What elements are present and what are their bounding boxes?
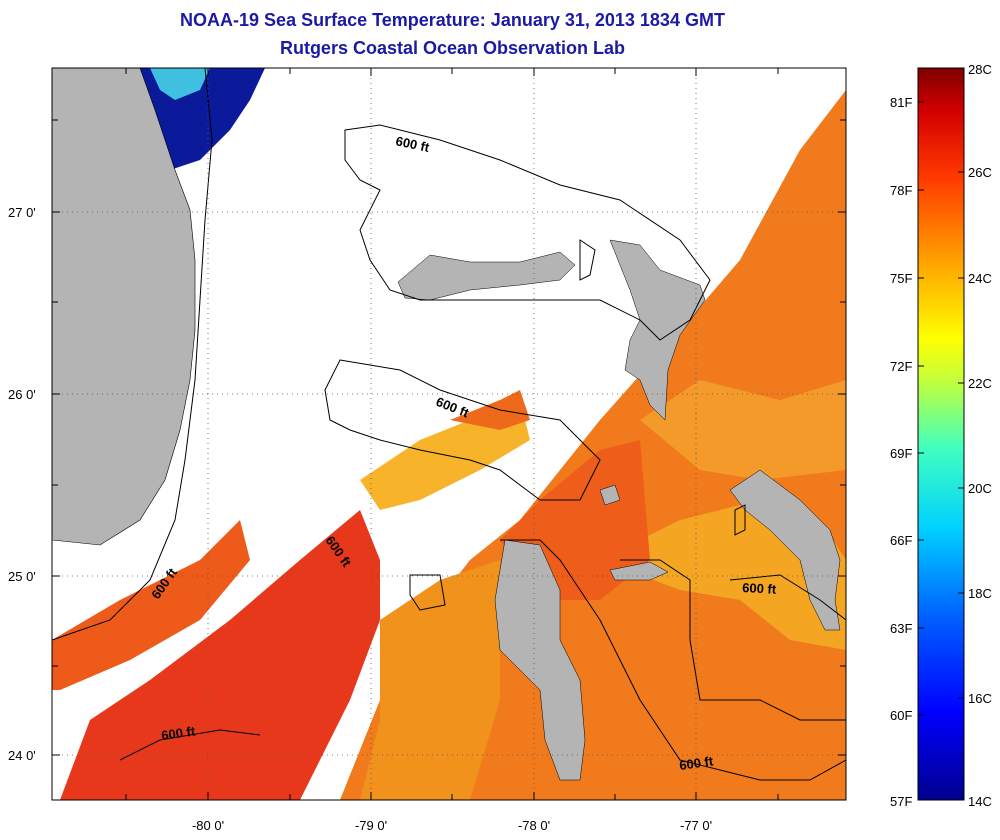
andros-land [494,539,586,781]
colorbar-ticks [918,101,964,716]
cb-c-26: 26C [968,165,992,180]
contour-label-6: 600 ft [160,723,196,743]
cb-c-22: 22C [968,376,992,391]
cb-f-66: 66F [890,533,912,548]
lat-label-25: 25 0' [8,569,36,584]
map-title: NOAA-19 Sea Surface Temperature: January… [180,10,725,30]
cb-c-28: 28C [968,62,992,77]
map-subtitle: Rutgers Coastal Ocean Observation Lab [279,38,626,58]
cb-c-16: 16C [968,691,992,706]
sst-region-east-light [640,380,846,480]
colorbar [917,67,965,801]
lat-label-24: 24 0' [8,748,36,763]
lat-label-26: 26 0' [8,387,36,402]
cb-c-24: 24C [968,271,992,286]
cb-f-81: 81F [890,95,912,110]
cb-f-72: 72F [890,359,912,374]
cb-c-20: 20C [968,481,992,496]
cb-c-14: 14C [968,794,992,809]
sst-region-florida-current [60,510,380,800]
sst-region-patch-2 [450,390,530,430]
abaco-land [609,239,706,421]
sst-region-south-central [360,560,500,800]
cb-f-63: 63F [890,621,912,636]
cb-f-69: 69F [890,446,912,461]
cb-f-75: 75F [890,271,912,286]
berry-islands-land [599,484,621,506]
contour-label-5: 600 ft [742,580,777,597]
graticule [52,68,846,800]
lon-label-80: -80 0' [192,818,224,833]
cb-f-78: 78F [890,183,912,198]
cb-f-57: 57F [890,794,912,809]
lon-label-78: -78 0' [518,818,550,833]
cb-f-60: 60F [890,708,912,723]
contour-600ft [52,68,846,781]
contour-label-1: 600 ft [394,133,431,155]
sst-region-southwest [52,520,250,690]
lon-label-77: -77 0' [680,818,712,833]
cb-c-18: 18C [968,586,992,601]
sst-cool-patch [150,68,210,100]
florida-land [52,68,196,546]
lon-label-79: -79 0' [355,818,387,833]
contour-label-7: 600 ft [678,753,714,773]
axis-ticks [52,68,846,800]
lat-label-27: 27 0' [8,205,36,220]
eleuthera-land [729,469,841,631]
map-frame [51,67,847,801]
new-providence-land [609,561,669,581]
